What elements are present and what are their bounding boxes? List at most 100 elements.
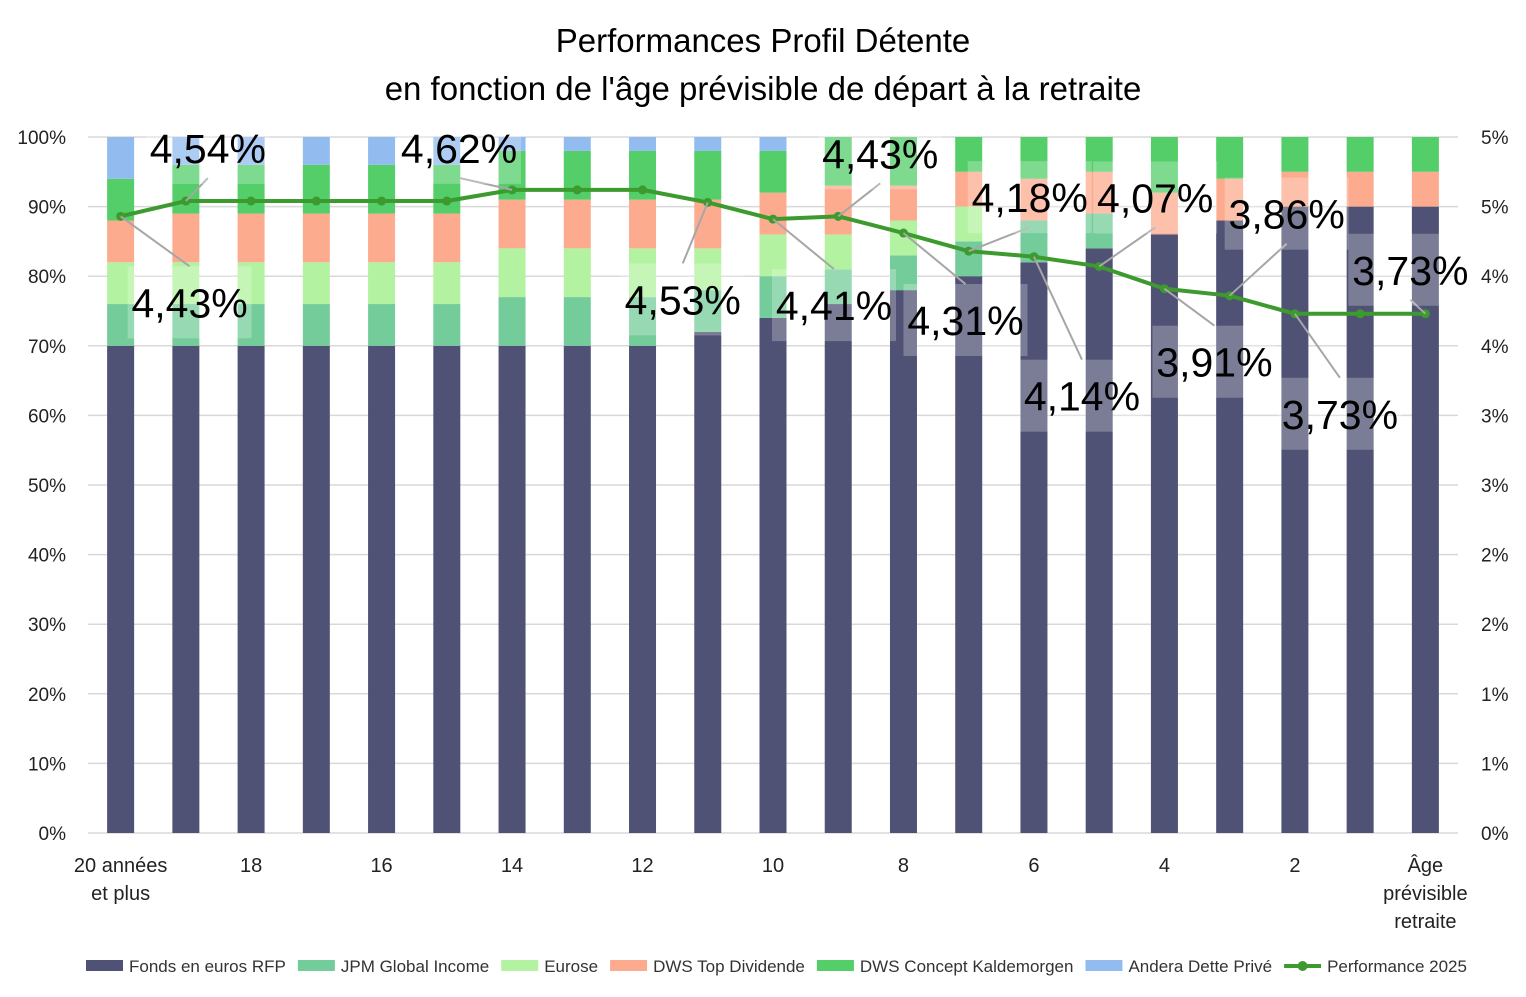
bar-segment-jpm-global-income [172,304,200,346]
data-label-background [1093,161,1218,234]
bar-segment-dws-concept-kaldemorgen [302,164,330,214]
legend-swatch [297,960,335,971]
bar-segment-eurose [629,248,657,298]
right-axis-tick-label: 4% [1481,267,1509,288]
legend-line-marker [1297,961,1308,971]
bar-segment-fonds-en-euros-rfp [107,345,135,833]
bar-segment-dws-concept-kaldemorgen [1346,137,1374,172]
bar-segment-fonds-en-euros-rfp [629,345,657,833]
data-labels: 4,43% 4,54% 4,62% 4,53% 4,41% 4,43% 4,31% 4,18%… [120,111,1473,450]
data-label-background [397,111,522,184]
bar-segment-dws-top-dividende [107,220,135,263]
bar-segment-dws-concept-kaldemorgen [1085,137,1113,172]
data-label: 4,54% [150,126,266,172]
data-label-background [1152,325,1277,398]
bar-segment-dws-concept-kaldemorgen [1216,137,1244,179]
left-axis-tick-label: 30% [28,615,66,636]
data-label-background [967,161,1092,234]
bar-segment-dws-top-dividende [1281,171,1309,207]
legend-label: JPM Global Income [341,957,489,976]
bar-segment-andera-dette-priv- [629,137,657,151]
bar-segment-fonds-en-euros-rfp [563,345,591,833]
bar-segment-eurose [433,262,461,305]
bar-segment-dws-concept-kaldemorgen [1150,137,1178,193]
data-label-background [145,112,270,185]
left-axis-tick-label: 40% [28,546,66,567]
data-label: 4,07% [1097,175,1213,221]
bar-segment-dws-top-dividende [955,171,983,207]
left-axis-tick-label: 0% [39,824,67,845]
data-label-leader-line [120,215,191,268]
data-label: 4,53% [625,277,741,323]
data-label-leader-line [968,226,1031,253]
legend-label: DWS Concept Kaldemorgen [860,957,1074,976]
legend-swatch [501,960,539,971]
legend-label: Eurose [544,957,598,976]
data-label: 4,62% [401,126,517,172]
bar-segment-jpm-global-income [302,304,330,346]
x-axis-tick-label: 20 années [74,855,167,877]
data-label: 4,43% [131,280,247,326]
bar-segment-dws-top-dividende [759,192,787,235]
x-axis-tick-label: 4 [1159,855,1170,877]
bar-segment-jpm-global-income [629,297,657,346]
bar-segment-fonds-en-euros-rfp [824,304,852,833]
bar-segment-fonds-en-euros-rfp [1020,262,1048,833]
bar-segment-dws-concept-kaldemorgen [1411,137,1439,172]
left-axis-tick-label: 20% [28,685,66,706]
bar-segment-dws-concept-kaldemorgen [955,137,983,172]
bar-segment-dws-concept-kaldemorgen [1020,137,1048,179]
bar-segment-eurose [889,220,917,256]
right-axis-tick-label: 1% [1481,754,1509,775]
performance-point [311,196,321,206]
bar-segment-eurose [824,234,852,270]
data-label-background [903,284,1028,357]
left-axis-tick-label: 90% [28,198,66,219]
data-label-background [620,263,745,336]
bar-segment-fonds-en-euros-rfp [1150,234,1178,833]
bar-segment-andera-dette-priv- [498,137,526,151]
data-label-leader-line [458,176,513,191]
bar-segment-dws-concept-kaldemorgen [694,150,722,200]
chart-title-line-1: Performances Profil Détente [556,22,971,59]
bar-segment-fonds-en-euros-rfp [433,345,461,833]
data-label-background [818,117,943,190]
bar-segment-fonds-en-euros-rfp [889,290,917,833]
x-axis-tick-label: 12 [631,855,653,877]
bar-segment-fonds-en-euros-rfp [237,345,265,833]
bar-segment-dws-concept-kaldemorgen [824,137,852,186]
data-label-leader-line [1228,242,1288,297]
right-axis-tick-label: 2% [1481,615,1509,636]
legend-swatch [816,960,854,971]
bar-segment-fonds-en-euros-rfp [694,331,722,833]
left-axis-tick-label: 60% [28,406,66,427]
bar-segment-dws-concept-kaldemorgen [759,150,787,193]
legend-swatch [86,960,123,971]
data-label-leader-line [681,202,709,264]
performance-point [442,196,452,206]
bar-segment-andera-dette-priv- [302,137,330,165]
bar-segment-jpm-global-income [237,304,265,346]
bar-segment-eurose [172,262,200,305]
bar-segment-dws-concept-kaldemorgen [368,164,396,214]
bar-segment-jpm-global-income [368,304,396,346]
bar-segment-dws-top-dividende [368,213,396,263]
data-label-background [1224,177,1349,250]
x-axis-tick-label: 18 [240,855,262,877]
right-axis-tick-label: 5% [1481,198,1509,219]
performance-point [1355,309,1365,319]
data-label-leader-line [837,182,881,218]
data-label-background [1019,359,1144,432]
data-label-leader-line [1409,299,1427,315]
bar-segment-jpm-global-income [889,255,917,291]
bar-segment-dws-top-dividende [629,199,657,249]
bar-segment-jpm-global-income [433,304,461,346]
bar-segment-dws-top-dividende [1411,171,1439,207]
bar-segment-eurose [498,248,526,298]
bar-segment-eurose [955,206,983,242]
bar-segment-eurose [368,262,396,305]
legend-label: Performance 2025 [1327,957,1467,976]
right-axis-tick-label: 1% [1481,685,1509,706]
bar-segment-fonds-en-euros-rfp [1085,248,1113,834]
